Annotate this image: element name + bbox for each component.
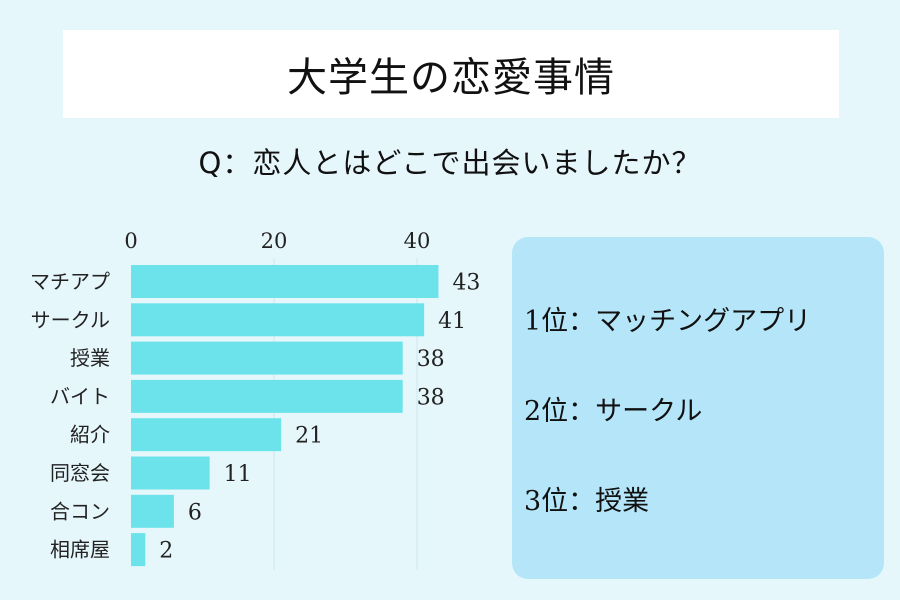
value-label: 41 <box>438 309 466 334</box>
value-label: 43 <box>452 271 480 296</box>
category-label: 同窓会 <box>50 461 110 485</box>
category-label: バイト <box>50 384 110 408</box>
category-label: マチアプ <box>30 270 110 294</box>
bar <box>131 418 282 452</box>
x-tick-label: 40 <box>404 229 431 253</box>
bar <box>131 456 210 490</box>
category-label: 合コン <box>50 499 110 523</box>
x-tick-label: 20 <box>261 229 288 253</box>
bar <box>131 379 403 413</box>
value-label: 6 <box>188 500 202 525</box>
category-label: 紹介 <box>70 423 110 447</box>
x-tick-label: 0 <box>124 229 137 253</box>
title-box: 大学生の恋愛事情 <box>63 30 839 118</box>
ranking-panel: 1位：マッチングアプリ 2位：サークル 3位：授業 <box>512 237 884 579</box>
value-label: 38 <box>417 385 445 410</box>
bar <box>131 533 146 567</box>
ranking-item-3: 3位：授業 <box>524 486 650 517</box>
category-label: 相席屋 <box>50 538 110 562</box>
bar <box>131 265 439 298</box>
bar <box>131 303 425 337</box>
bar <box>131 494 174 528</box>
value-label: 11 <box>224 462 252 487</box>
page-title: 大学生の恋愛事情 <box>287 55 615 101</box>
ranking-item-1: 1位：マッチングアプリ <box>524 306 812 337</box>
value-label: 21 <box>295 424 323 449</box>
question-text: Q：恋人とはどこで出会いましたか？ <box>198 146 702 180</box>
ranking-item-2: 2位：サークル <box>524 396 703 427</box>
value-label: 38 <box>417 347 445 372</box>
category-label: 授業 <box>70 346 110 370</box>
bar-chart: 0 20 40 マチアプ 43 サークル 41 授業 38 バイト 38 紹介 21 同窓会 11 合コン 6 相… <box>30 229 480 570</box>
bar <box>131 341 403 375</box>
value-label: 2 <box>159 539 173 564</box>
category-label: サークル <box>31 308 110 332</box>
